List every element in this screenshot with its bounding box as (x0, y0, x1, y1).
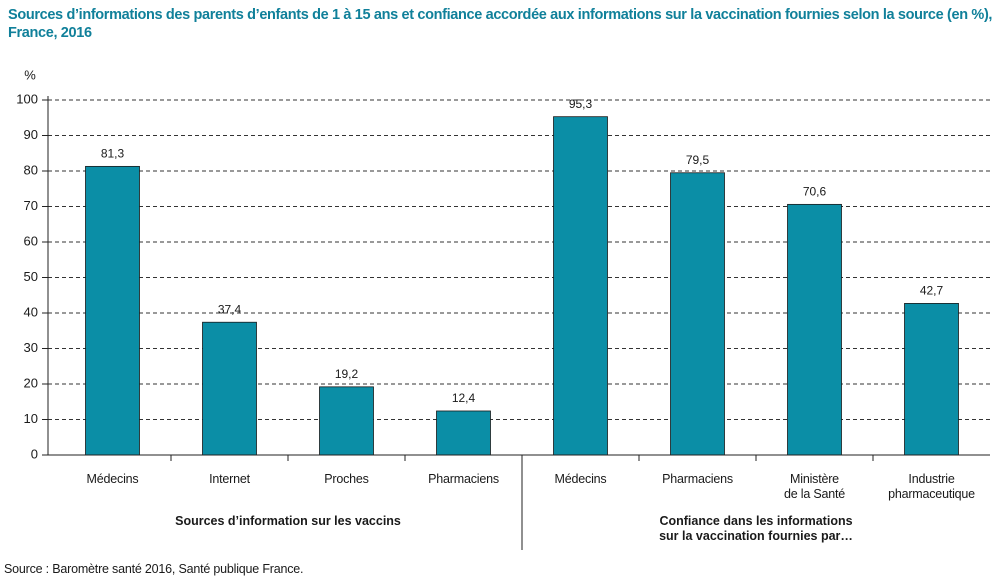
group-label: Confiance dans les informations sur la v… (659, 514, 853, 543)
x-tick-label: Médecins (554, 472, 607, 486)
x-tick-label: Internet (209, 472, 250, 486)
bar (670, 172, 725, 456)
x-tick-label: Pharmaciens (662, 472, 733, 486)
value-label: 95,3 (569, 97, 593, 111)
y-tick-label: 20 (24, 375, 38, 390)
group-label: Sources d’information sur les vaccins (175, 514, 401, 528)
bar (553, 116, 608, 456)
x-tick-label: Ministère de la Santé (783, 472, 846, 501)
y-tick-label: 80 (24, 162, 38, 177)
value-label: 12,4 (452, 391, 476, 405)
x-tick-label: Industrie pharmaceutique (888, 472, 975, 501)
value-label: 81,3 (101, 147, 125, 161)
y-tick-label: 40 (24, 304, 38, 319)
x-tick-label: Médecins (86, 472, 139, 486)
chart-title: Sources d’informations des parents d’enf… (8, 7, 993, 41)
bar (904, 303, 959, 456)
y-tick-label: 60 (24, 233, 38, 248)
bar (436, 410, 491, 456)
y-tick-label: 100 (16, 91, 38, 106)
bar (787, 203, 842, 456)
y-tick-label: 70 (24, 198, 38, 213)
y-tick-label: 90 (24, 127, 38, 142)
value-label: 19,2 (335, 367, 359, 381)
x-tick-label: Proches (324, 472, 369, 486)
y-tick-label: 0 (31, 446, 38, 461)
y-tick-label: 50 (24, 269, 38, 284)
bar (85, 165, 140, 456)
y-tick-label: 10 (24, 411, 38, 426)
y-axis-label: % (24, 67, 36, 82)
bar (319, 386, 374, 456)
value-label: 70,6 (803, 185, 827, 199)
value-label: 42,7 (920, 284, 944, 298)
bar (202, 321, 257, 456)
value-label: 79,5 (686, 153, 710, 167)
value-label: 37,4 (218, 302, 242, 316)
x-tick-label: Pharmaciens (428, 472, 499, 486)
source-note: Source : Baromètre santé 2016, Santé pub… (4, 562, 304, 576)
y-tick-label: 30 (24, 340, 38, 355)
